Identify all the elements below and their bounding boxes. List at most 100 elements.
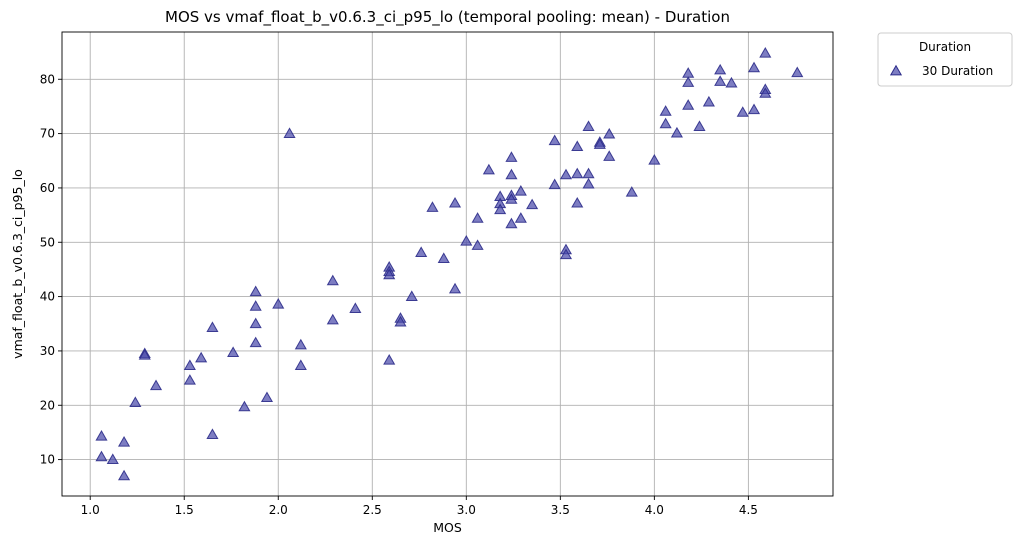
data-point xyxy=(95,450,108,462)
data-point xyxy=(206,428,219,440)
y-axis-label: vmaf_float_b_v0.6.3_ci_p95_lo xyxy=(10,169,25,359)
data-point xyxy=(437,252,450,263)
data-point xyxy=(326,274,339,286)
data-points xyxy=(95,46,804,481)
legend: Duration 30 Duration xyxy=(877,32,1013,87)
data-point xyxy=(326,313,339,325)
x-tick-label: 4.0 xyxy=(645,503,664,517)
data-point xyxy=(702,95,715,107)
data-point xyxy=(625,186,638,197)
data-point xyxy=(571,167,584,179)
data-point xyxy=(471,212,484,223)
data-point xyxy=(149,379,163,391)
data-point xyxy=(682,67,695,78)
data-point xyxy=(117,469,131,481)
data-point xyxy=(471,239,484,250)
x-tick-label: 1.5 xyxy=(175,503,194,517)
data-point xyxy=(582,167,595,179)
data-point xyxy=(183,374,196,385)
y-tick-label: 40 xyxy=(40,290,55,304)
data-point xyxy=(294,359,307,371)
y-tick-label: 50 xyxy=(40,235,55,249)
data-point xyxy=(106,453,119,464)
data-point xyxy=(747,61,761,73)
data-point xyxy=(736,106,749,117)
data-point xyxy=(383,353,396,365)
data-point xyxy=(195,351,208,363)
data-point xyxy=(505,193,518,204)
data-point xyxy=(759,87,772,98)
data-point xyxy=(249,300,262,311)
data-point xyxy=(791,66,804,78)
data-point xyxy=(249,336,262,348)
data-point xyxy=(349,302,362,313)
y-tick-label: 20 xyxy=(40,398,55,412)
data-point xyxy=(383,268,396,280)
x-tick-label: 2.5 xyxy=(363,503,382,517)
data-point xyxy=(559,168,573,180)
data-point xyxy=(747,103,761,115)
legend-title: Duration xyxy=(919,40,971,54)
data-point xyxy=(682,76,695,87)
y-tick-label: 30 xyxy=(40,344,55,358)
data-point xyxy=(249,317,262,329)
chart-title: MOS vs vmaf_float_b_v0.6.3_ci_p95_lo (te… xyxy=(165,8,730,27)
data-point xyxy=(448,282,462,294)
x-tick-label: 3.0 xyxy=(457,503,476,517)
data-point xyxy=(593,138,606,149)
data-point xyxy=(759,46,772,58)
data-point xyxy=(260,391,274,403)
data-point xyxy=(394,315,407,327)
data-point xyxy=(514,184,527,196)
data-point xyxy=(582,177,595,189)
data-point xyxy=(494,203,507,215)
y-tick-label: 60 xyxy=(40,181,55,195)
data-point xyxy=(505,217,518,229)
data-point xyxy=(249,285,262,297)
data-point xyxy=(693,120,706,131)
data-point xyxy=(95,430,108,441)
data-point xyxy=(426,201,439,212)
data-point xyxy=(670,126,683,138)
y-axis-ticks: 10 20 30 40 50 60 70 80 xyxy=(40,72,62,467)
x-tick-label: 3.5 xyxy=(551,503,570,517)
data-point xyxy=(183,359,196,371)
data-point xyxy=(294,338,307,350)
data-point xyxy=(272,297,285,309)
data-point xyxy=(283,127,296,139)
plot-frame xyxy=(61,31,834,497)
data-point xyxy=(571,140,584,152)
data-point xyxy=(582,120,595,131)
x-tick-label: 1.0 xyxy=(81,503,100,517)
x-tick-label: 2.0 xyxy=(269,503,288,517)
data-point xyxy=(714,75,727,86)
data-point xyxy=(548,134,561,146)
data-point xyxy=(206,321,219,332)
data-point xyxy=(138,349,151,360)
legend-entry-label: 30 Duration xyxy=(922,64,993,78)
data-point xyxy=(659,117,672,129)
y-tick-label: 70 xyxy=(40,127,55,141)
data-point xyxy=(714,63,727,75)
data-point xyxy=(482,163,495,175)
y-tick-label: 10 xyxy=(40,453,55,467)
data-point xyxy=(548,178,561,190)
legend-box xyxy=(877,32,1013,87)
data-point xyxy=(117,436,131,447)
data-point xyxy=(571,196,584,208)
data-point xyxy=(648,154,661,165)
x-tick-label: 4.5 xyxy=(739,503,758,517)
data-point xyxy=(460,234,473,246)
x-axis-label: MOS xyxy=(433,520,462,535)
data-point xyxy=(725,76,738,88)
data-point xyxy=(238,400,251,412)
data-point xyxy=(559,248,573,260)
data-point xyxy=(405,290,418,301)
grid xyxy=(62,32,833,496)
data-point xyxy=(448,196,462,208)
data-point xyxy=(526,198,539,210)
y-tick-label: 80 xyxy=(40,72,55,86)
data-point xyxy=(129,396,142,407)
data-point xyxy=(659,105,672,116)
